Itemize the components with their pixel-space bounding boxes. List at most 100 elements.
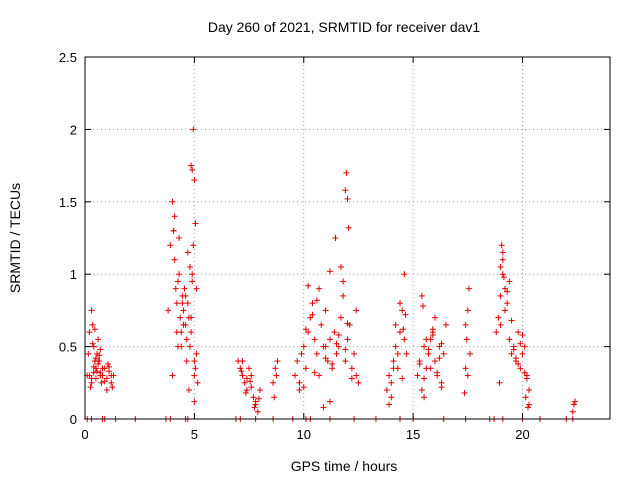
data-point (188, 314, 195, 321)
data-point (86, 372, 93, 379)
data-point (521, 369, 528, 376)
data-point (187, 343, 193, 350)
data-point (416, 360, 423, 367)
data-point (515, 329, 522, 336)
data-point (517, 365, 524, 372)
data-point (103, 387, 110, 394)
data-point (499, 249, 506, 256)
data-point (271, 394, 278, 401)
data-point (89, 321, 96, 328)
data-point (296, 379, 303, 386)
data-point (499, 256, 506, 263)
data-point (344, 320, 351, 327)
data-point (106, 363, 113, 370)
data-point (421, 343, 428, 350)
data-point (309, 300, 316, 307)
data-point (335, 332, 342, 339)
data-point (169, 198, 176, 205)
data-point (320, 404, 327, 411)
data-point (239, 372, 246, 379)
data-point (418, 292, 425, 299)
data-point (461, 389, 468, 396)
data-point (85, 350, 92, 357)
data-point (521, 343, 528, 350)
data-point (182, 292, 189, 299)
data-point (464, 307, 471, 314)
data-point (499, 271, 506, 278)
data-point (351, 350, 358, 357)
data-point (192, 220, 199, 227)
data-point (327, 398, 333, 405)
data-point (270, 379, 277, 386)
data-point (399, 307, 406, 314)
data-point (243, 387, 250, 394)
data-point (394, 350, 401, 357)
data-point (353, 372, 360, 379)
data-point (337, 314, 344, 321)
data-point (508, 317, 515, 324)
data-point (184, 300, 191, 307)
data-point (515, 360, 522, 367)
data-point (192, 365, 199, 372)
data-point (238, 368, 245, 375)
data-point (302, 365, 309, 372)
data-point (340, 292, 347, 299)
data-point (462, 365, 469, 372)
data-point (87, 384, 94, 391)
data-point (90, 363, 97, 370)
data-point (506, 336, 513, 343)
data-point (322, 355, 329, 362)
y-axis-label: SRMTID / TECUs (7, 183, 23, 293)
data-point (462, 321, 469, 328)
data-point (429, 326, 436, 333)
data-point (388, 379, 395, 386)
data-point (302, 326, 309, 333)
data-point (500, 274, 507, 281)
data-point (86, 329, 93, 336)
y-tick-label: 0 (70, 412, 77, 427)
data-point (464, 372, 471, 379)
data-point (183, 336, 190, 343)
data-point (343, 169, 350, 176)
data-point (397, 329, 403, 336)
data-point (438, 340, 445, 347)
data-point (177, 314, 184, 321)
data-point (333, 340, 340, 347)
data-point (467, 350, 473, 357)
data-point (97, 346, 104, 353)
data-point (496, 379, 503, 386)
data-point (397, 300, 403, 307)
data-point (241, 379, 248, 386)
data-point (337, 263, 344, 270)
data-point (108, 379, 115, 386)
data-point (300, 384, 307, 391)
data-point (327, 268, 333, 275)
data-point (345, 224, 352, 231)
data-point (427, 365, 434, 372)
data-point (331, 329, 338, 336)
data-point (342, 346, 349, 353)
data-point (402, 311, 409, 318)
data-point (493, 329, 500, 336)
data-point (348, 375, 355, 382)
data-point (95, 358, 102, 365)
data-point (248, 372, 255, 379)
data-point (193, 285, 200, 292)
data-point (189, 166, 196, 173)
y-tick-label: 2 (70, 122, 77, 137)
data-point (174, 343, 181, 350)
data-point (248, 384, 255, 391)
data-point (508, 350, 515, 357)
data-point (165, 307, 172, 314)
data-point (570, 401, 577, 408)
data-point (257, 387, 263, 394)
data-point (237, 365, 244, 372)
data-point (524, 404, 531, 411)
data-point (497, 292, 504, 299)
data-point (189, 271, 196, 278)
data-point (88, 379, 95, 386)
x-tick-label: 0 (81, 427, 88, 442)
data-point (183, 358, 190, 365)
data-point (403, 350, 410, 357)
